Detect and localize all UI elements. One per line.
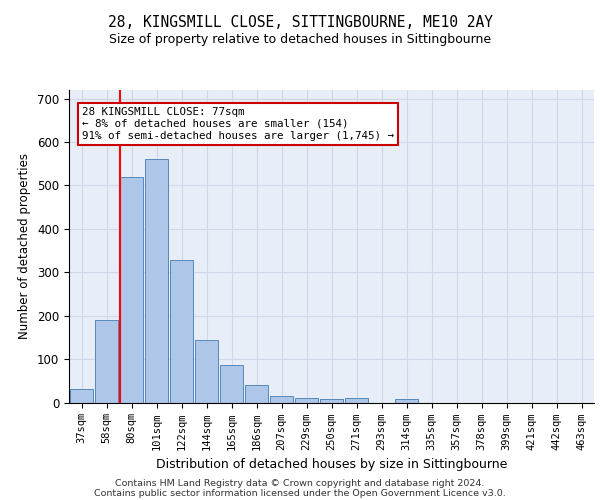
- Bar: [95, 320, 118, 402]
- Bar: [245, 385, 268, 402]
- Bar: [320, 399, 343, 402]
- Text: Size of property relative to detached houses in Sittingbourne: Size of property relative to detached ho…: [109, 32, 491, 46]
- Bar: [195, 340, 218, 402]
- Text: Contains HM Land Registry data © Crown copyright and database right 2024.: Contains HM Land Registry data © Crown c…: [115, 478, 485, 488]
- Bar: [270, 396, 293, 402]
- Text: Contains public sector information licensed under the Open Government Licence v3: Contains public sector information licen…: [94, 488, 506, 498]
- Text: 28, KINGSMILL CLOSE, SITTINGBOURNE, ME10 2AY: 28, KINGSMILL CLOSE, SITTINGBOURNE, ME10…: [107, 15, 493, 30]
- Bar: [345, 398, 368, 402]
- Bar: [295, 398, 318, 402]
- X-axis label: Distribution of detached houses by size in Sittingbourne: Distribution of detached houses by size …: [156, 458, 507, 471]
- Bar: [120, 177, 143, 402]
- Bar: [170, 260, 193, 402]
- Bar: [145, 160, 168, 402]
- Text: 28 KINGSMILL CLOSE: 77sqm
← 8% of detached houses are smaller (154)
91% of semi-: 28 KINGSMILL CLOSE: 77sqm ← 8% of detach…: [82, 108, 394, 140]
- Bar: [70, 390, 93, 402]
- Y-axis label: Number of detached properties: Number of detached properties: [19, 153, 31, 339]
- Bar: [395, 400, 418, 402]
- Bar: [220, 365, 243, 403]
